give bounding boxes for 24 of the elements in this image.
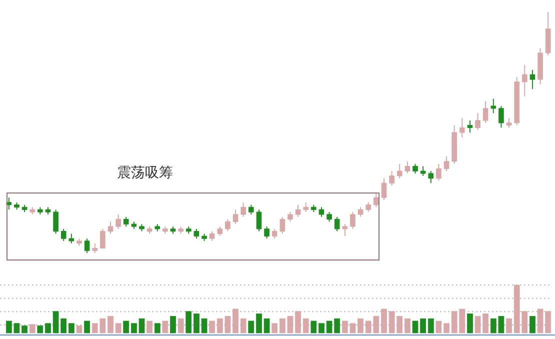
bar — [530, 316, 536, 334]
bar — [428, 318, 434, 334]
bar — [404, 318, 410, 334]
bar — [162, 320, 168, 334]
bar — [37, 326, 44, 334]
bar — [76, 326, 82, 334]
bar — [170, 316, 176, 334]
bar — [186, 311, 192, 334]
bar — [68, 323, 74, 334]
bar — [123, 320, 130, 334]
bar — [272, 323, 278, 334]
bar — [29, 324, 36, 334]
bar — [302, 318, 309, 334]
bar — [467, 314, 473, 334]
bar — [209, 320, 216, 334]
bar — [84, 320, 90, 334]
annotation: 震荡吸筹 — [117, 165, 173, 181]
bar — [154, 323, 160, 334]
bar — [146, 320, 152, 334]
bar — [248, 320, 254, 334]
bar — [506, 318, 512, 334]
bar — [310, 320, 317, 334]
bar — [178, 318, 184, 334]
bar — [240, 318, 246, 334]
